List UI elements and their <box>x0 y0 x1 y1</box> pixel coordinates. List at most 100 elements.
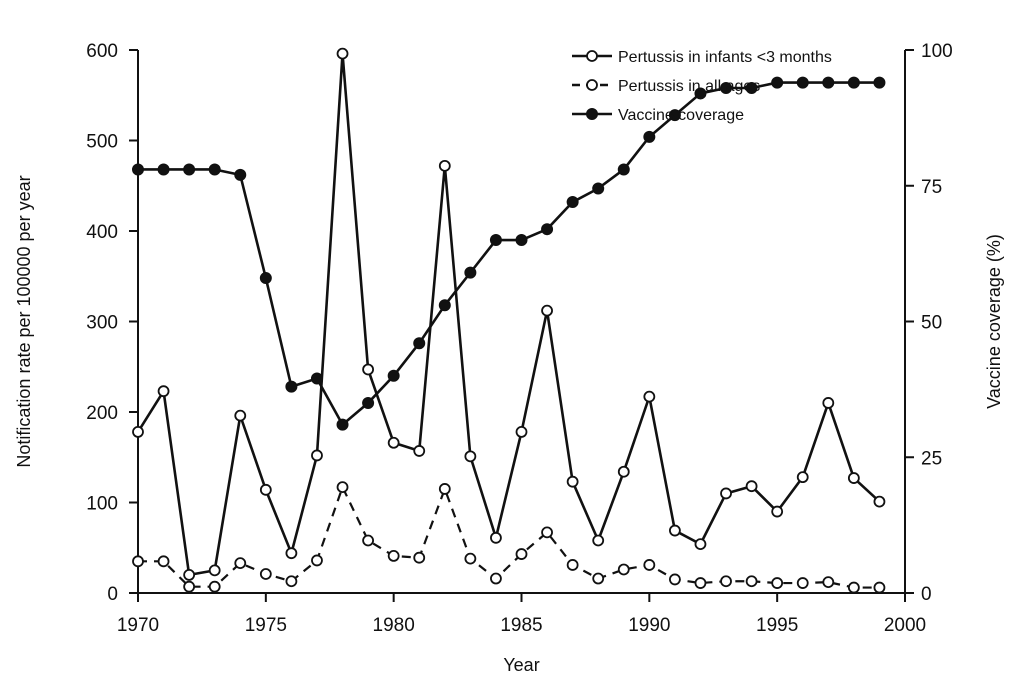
data-point <box>336 47 349 60</box>
data-point <box>208 580 221 593</box>
data-point <box>822 397 835 409</box>
legend: Pertussis in infants <3 months Pertussis … <box>572 49 832 124</box>
legend-label: Pertussis in infants <3 months <box>618 49 832 66</box>
data-point <box>694 87 707 100</box>
data-point <box>234 409 247 422</box>
data-point <box>796 577 809 589</box>
y-axis-left-title: Notification rate per 100000 per year <box>14 175 34 467</box>
data-point <box>566 196 579 209</box>
data-point <box>490 531 502 544</box>
data-point <box>464 266 477 279</box>
data-point <box>157 555 170 568</box>
y-right-tick-label: 75 <box>921 177 942 198</box>
legend-item: Vaccine coverage <box>572 107 744 124</box>
data-point <box>847 472 860 484</box>
data-point <box>643 130 656 143</box>
data-point <box>771 76 784 89</box>
data-point <box>464 552 477 565</box>
legend-marker <box>586 108 598 120</box>
y-left-tick-label: 600 <box>86 41 118 62</box>
y-left-tick-label: 0 <box>107 584 118 605</box>
x-tick-label: 1975 <box>245 615 287 636</box>
data-point <box>285 575 298 588</box>
y-left-tick-label: 200 <box>86 403 118 424</box>
data-point <box>847 76 860 89</box>
data-point <box>592 534 605 547</box>
axes: 1970 1975 1980 1985 1990 1995 2000 0 100 200 300 40… <box>86 41 952 636</box>
data-point <box>157 385 170 398</box>
y-right-tick-label: 25 <box>921 448 942 469</box>
data-point <box>617 563 630 576</box>
data-point <box>259 272 272 285</box>
series-pertussis-in-infants-3-months <box>132 47 886 581</box>
data-point <box>208 163 221 176</box>
data-point <box>617 163 630 176</box>
data-point <box>745 480 758 493</box>
data-point <box>362 396 375 409</box>
y-axis-right-title: Vaccine coverage (%) <box>984 234 1004 409</box>
x-tick-label: 1985 <box>500 615 542 636</box>
data-point <box>259 483 272 496</box>
data-point <box>847 581 860 594</box>
data-point <box>413 445 426 457</box>
data-point <box>413 337 426 350</box>
y-right-tick-label: 50 <box>921 313 942 334</box>
data-point <box>490 572 502 585</box>
data-point <box>541 223 554 236</box>
y-left-tick-label: 500 <box>86 132 118 153</box>
data-point <box>720 82 733 95</box>
data-point <box>183 569 196 581</box>
data-point <box>873 581 886 594</box>
data-point <box>234 168 247 181</box>
data-point <box>617 465 630 478</box>
x-tick-label: 1990 <box>628 615 670 636</box>
data-point <box>489 234 502 247</box>
data-point <box>336 481 349 494</box>
data-point <box>669 573 681 586</box>
series-group <box>132 47 886 594</box>
series-pertussis-in-all-ages <box>132 481 886 594</box>
data-point <box>720 487 732 500</box>
data-point <box>285 380 298 393</box>
data-point <box>694 538 707 551</box>
data-point <box>311 554 323 567</box>
legend-label: Vaccine coverage <box>618 107 744 124</box>
x-axis-title: Year <box>503 655 539 675</box>
series-line <box>136 52 881 577</box>
data-point <box>592 572 605 585</box>
data-point <box>438 483 451 495</box>
y-left-tick-label: 400 <box>86 222 118 243</box>
data-point <box>541 526 553 539</box>
data-point <box>285 547 298 560</box>
data-point <box>234 557 247 570</box>
x-tick-label: 1980 <box>373 615 415 636</box>
data-point <box>566 475 579 488</box>
data-point <box>387 549 400 562</box>
data-point <box>438 299 451 312</box>
data-point <box>796 76 809 89</box>
data-point <box>515 426 528 438</box>
data-point <box>771 577 784 589</box>
data-point <box>438 159 451 172</box>
y-right-tick-label: 100 <box>921 41 953 62</box>
series-line <box>138 81 880 426</box>
data-point <box>387 436 400 449</box>
data-point <box>336 418 349 431</box>
x-tick-label: 2000 <box>884 615 926 636</box>
data-point <box>387 369 400 382</box>
data-point <box>796 471 809 484</box>
data-point <box>643 559 656 571</box>
data-point <box>643 390 656 403</box>
legend-label: Pertussis in all ages <box>618 78 760 95</box>
legend-marker <box>586 50 598 62</box>
legend-item: Pertussis in all ages <box>572 78 760 95</box>
data-point <box>515 234 528 247</box>
data-point <box>694 577 707 589</box>
data-point <box>771 505 784 518</box>
data-point <box>183 163 196 176</box>
data-point <box>745 575 758 588</box>
data-point <box>720 575 732 588</box>
data-point <box>873 76 886 89</box>
x-tick-label: 1970 <box>117 615 159 636</box>
